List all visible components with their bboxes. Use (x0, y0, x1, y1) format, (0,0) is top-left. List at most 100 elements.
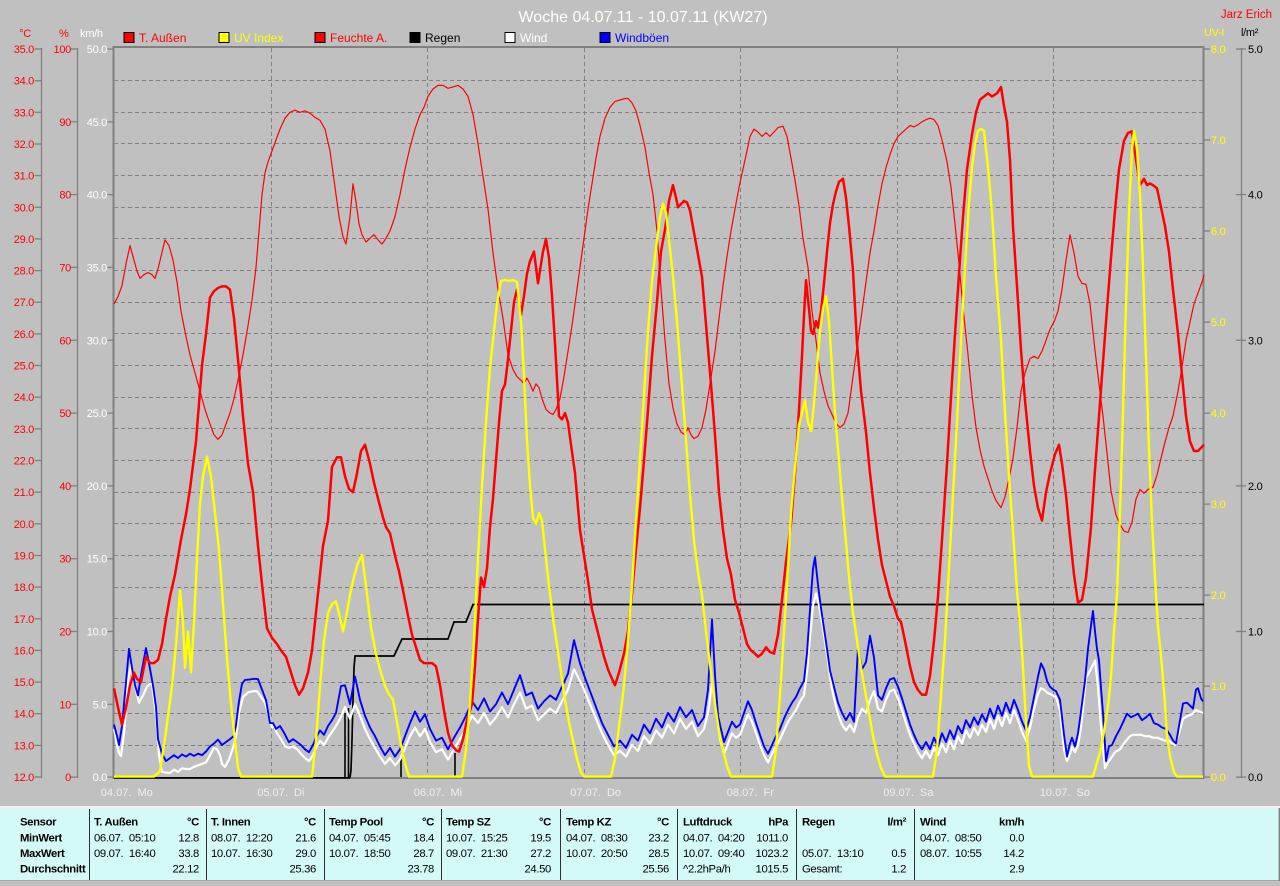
svg-text:l/m²: l/m² (1241, 27, 1259, 39)
svg-text:18.4: 18.4 (413, 832, 434, 844)
svg-text:24.50: 24.50 (524, 864, 551, 876)
svg-text:45.0: 45.0 (87, 117, 107, 129)
svg-text:Temp SZ: Temp SZ (446, 817, 491, 829)
svg-text:%: % (59, 28, 69, 40)
svg-text:UV-I: UV-I (1204, 27, 1224, 39)
svg-text:50: 50 (59, 408, 71, 420)
svg-text:hPa: hPa (768, 817, 789, 829)
svg-text:4.0: 4.0 (1211, 408, 1226, 420)
svg-text:100: 100 (54, 44, 72, 56)
svg-text:4.0: 4.0 (1248, 190, 1263, 202)
svg-text:Wind: Wind (520, 31, 547, 45)
svg-text:07.07. Do: 07.07. Do (570, 787, 621, 799)
svg-text:7.0: 7.0 (1211, 135, 1226, 147)
svg-text:10.07. 20:50: 10.07. 20:50 (566, 848, 627, 860)
svg-text:25.56: 25.56 (642, 864, 669, 876)
svg-text:0.0: 0.0 (1211, 772, 1226, 784)
svg-text:5.0: 5.0 (93, 699, 108, 711)
svg-text:MinWert: MinWert (20, 832, 62, 844)
svg-text:20: 20 (59, 627, 71, 639)
svg-text:6.0: 6.0 (1211, 226, 1226, 238)
svg-text:1.0: 1.0 (1248, 627, 1263, 639)
svg-text:05.07. Di: 05.07. Di (257, 787, 304, 799)
svg-text:5.0: 5.0 (1248, 44, 1263, 56)
svg-text:33.0: 33.0 (14, 107, 34, 119)
svg-text:28.5: 28.5 (648, 848, 669, 860)
svg-text:Durchschnitt: Durchschnitt (20, 864, 86, 876)
svg-text:Regen: Regen (425, 31, 460, 45)
svg-text:25.0: 25.0 (87, 408, 107, 420)
svg-text:20.0: 20.0 (14, 519, 34, 531)
svg-text:29.0: 29.0 (14, 234, 34, 246)
svg-text:0: 0 (65, 772, 71, 784)
svg-text:04.07. Mo: 04.07. Mo (101, 787, 153, 799)
svg-text:2.0: 2.0 (1248, 481, 1263, 493)
svg-text:08.07. Fr: 08.07. Fr (727, 787, 774, 799)
svg-text:10.07. So: 10.07. So (1040, 787, 1090, 799)
svg-text:°C: °C (19, 28, 31, 40)
svg-text:T. Innen: T. Innen (211, 817, 251, 829)
svg-text:50.0: 50.0 (87, 44, 107, 56)
svg-text:Sensor: Sensor (20, 817, 57, 829)
svg-text:°C: °C (539, 817, 551, 829)
svg-text:16.0: 16.0 (14, 645, 34, 657)
svg-text:04.07. 08:50: 04.07. 08:50 (920, 832, 981, 844)
svg-text:04.07. 08:30: 04.07. 08:30 (566, 832, 627, 844)
svg-text:30.0: 30.0 (14, 202, 34, 214)
svg-text:30: 30 (59, 554, 71, 566)
svg-text:3.0: 3.0 (1211, 499, 1226, 511)
svg-text:3.0: 3.0 (1248, 335, 1263, 347)
svg-text:1.0: 1.0 (1211, 681, 1226, 693)
svg-text:15.0: 15.0 (14, 677, 34, 689)
svg-text:04.07. 04:20: 04.07. 04:20 (683, 832, 744, 844)
svg-text:2.0: 2.0 (1211, 590, 1226, 602)
svg-text:29.0: 29.0 (295, 848, 316, 860)
svg-text:10.07. 09:40: 10.07. 09:40 (683, 848, 744, 860)
svg-text:80: 80 (59, 190, 71, 202)
svg-text:40.0: 40.0 (87, 190, 107, 202)
svg-text:Temp KZ: Temp KZ (566, 817, 611, 829)
svg-text:Luftdruck: Luftdruck (683, 817, 733, 829)
svg-text:21.0: 21.0 (14, 487, 34, 499)
svg-text:05.07. 13:10: 05.07. 13:10 (802, 848, 863, 860)
svg-text:60: 60 (59, 335, 71, 347)
svg-text:°C: °C (422, 817, 434, 829)
svg-text:14.2: 14.2 (1003, 848, 1024, 860)
svg-text:UV Index: UV Index (234, 31, 283, 45)
svg-text:70: 70 (59, 262, 71, 274)
svg-text:19.0: 19.0 (14, 551, 34, 563)
svg-text:0.5: 0.5 (891, 848, 906, 860)
svg-text:Wind: Wind (920, 817, 947, 829)
svg-text:35.0: 35.0 (87, 262, 107, 274)
svg-text:Temp Pool: Temp Pool (329, 817, 383, 829)
svg-text:10.07. 15:25: 10.07. 15:25 (446, 832, 507, 844)
svg-text:Feuchte A.: Feuchte A. (330, 31, 387, 45)
svg-text:km/h: km/h (80, 28, 103, 40)
svg-text:Gesamt:: Gesamt: (802, 864, 842, 876)
svg-text:^2.2hPa/h: ^2.2hPa/h (683, 864, 730, 876)
svg-text:13.0: 13.0 (14, 740, 34, 752)
svg-text:35.0: 35.0 (14, 44, 34, 56)
svg-text:1023.2: 1023.2 (756, 848, 789, 860)
svg-text:26.0: 26.0 (14, 329, 34, 341)
svg-text:0.0: 0.0 (1009, 832, 1024, 844)
svg-text:°C: °C (304, 817, 316, 829)
svg-text:1015.5: 1015.5 (756, 864, 789, 876)
svg-text:l/m²: l/m² (887, 817, 906, 829)
svg-text:08.07. 12:20: 08.07. 12:20 (211, 832, 272, 844)
svg-text:km/h: km/h (999, 817, 1024, 829)
svg-text:32.0: 32.0 (14, 139, 34, 151)
svg-text:10.07. 18:50: 10.07. 18:50 (329, 848, 390, 860)
svg-text:10.0: 10.0 (87, 627, 107, 639)
svg-text:Jarz Erich: Jarz Erich (1221, 9, 1272, 21)
svg-text:Regen: Regen (802, 817, 835, 829)
svg-text:40: 40 (59, 481, 71, 493)
svg-text:09.07. 16:40: 09.07. 16:40 (94, 848, 155, 860)
svg-text:10.07. 16:30: 10.07. 16:30 (211, 848, 272, 860)
svg-text:33.8: 33.8 (178, 848, 199, 860)
svg-text:T. Außen: T. Außen (94, 817, 138, 829)
svg-text:25.0: 25.0 (14, 361, 34, 373)
svg-text:10: 10 (59, 699, 71, 711)
svg-text:06.07. 05:10: 06.07. 05:10 (94, 832, 155, 844)
svg-text:19.5: 19.5 (530, 832, 551, 844)
